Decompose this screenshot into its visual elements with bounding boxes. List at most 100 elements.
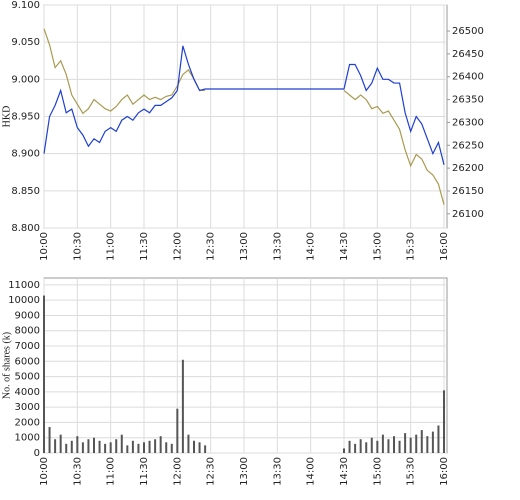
bar	[87, 439, 90, 453]
plot-area	[43, 277, 448, 454]
bar	[181, 359, 184, 453]
x-tick-label: 11:00	[106, 232, 117, 261]
bar	[426, 436, 429, 453]
bar	[393, 436, 395, 453]
bar	[348, 440, 351, 453]
bar	[104, 443, 107, 453]
bar	[193, 440, 195, 453]
bar	[404, 433, 407, 453]
y2-tick-label: 26300	[452, 117, 484, 128]
y2-tick-label: 26250	[452, 140, 484, 151]
y-tick-label: 6000	[15, 356, 40, 367]
bar	[420, 430, 423, 453]
y-axis-title: HKD	[1, 106, 12, 128]
y2-tick-label: 26450	[452, 49, 484, 60]
x-tick-label: 15:30	[406, 232, 417, 261]
bar	[131, 440, 134, 453]
y-tick-label: 0	[34, 448, 40, 459]
x-tick-label: 14:30	[339, 232, 350, 261]
bar	[387, 439, 390, 453]
bar	[70, 440, 73, 453]
y2-tick-label: 26100	[452, 209, 484, 220]
x-tick-label: 10:00	[39, 232, 50, 261]
bar	[65, 443, 68, 453]
bar	[398, 440, 401, 453]
bar	[115, 439, 118, 453]
bar	[198, 442, 201, 453]
bar	[365, 442, 368, 453]
y-tick-label: 9.000	[11, 74, 40, 85]
y-tick-label: 8000	[15, 326, 40, 337]
bar	[409, 437, 412, 453]
bar	[376, 440, 379, 453]
y2-tick-label: 26500	[452, 26, 484, 37]
bar	[98, 440, 101, 453]
y-axis-title: No. of shares (k)	[1, 332, 12, 399]
y-tick-label: 3000	[15, 402, 40, 413]
bar	[48, 427, 51, 453]
bar	[93, 437, 95, 453]
x-tick-label: 13:00	[239, 457, 250, 486]
bar	[120, 434, 123, 453]
y-tick-label: 9000	[15, 310, 40, 321]
y-tick-label: 11000	[8, 280, 40, 291]
y-tick-label: 1000	[15, 433, 40, 444]
bar	[415, 434, 418, 453]
bar	[170, 443, 173, 453]
x-tick-label: 11:30	[139, 232, 150, 261]
bar	[204, 445, 207, 453]
bar	[59, 434, 62, 453]
x-tick-label: 11:30	[139, 457, 150, 486]
y-tick-label: 4000	[15, 387, 40, 398]
y-tick-label: 8.950	[11, 112, 40, 123]
y-tick-label: 7000	[15, 341, 40, 352]
bar	[165, 442, 168, 453]
bar	[143, 442, 145, 453]
y2-tick-label: 26400	[452, 72, 484, 83]
y-tick-label: 5000	[15, 372, 40, 383]
bar	[370, 437, 373, 453]
bar	[43, 295, 45, 453]
x-tick-label: 10:30	[72, 457, 83, 486]
x-tick-label: 15:30	[406, 457, 417, 486]
bar	[154, 439, 157, 453]
x-tick-label: 15:00	[372, 232, 383, 261]
y-tick-label: 2000	[15, 417, 40, 428]
bar	[148, 440, 151, 453]
x-tick-label: 13:30	[272, 232, 283, 261]
x-tick-label: 14:30	[339, 457, 350, 486]
bar	[126, 445, 129, 453]
y-tick-label: 8.850	[11, 186, 40, 197]
y2-tick-label: 26200	[452, 163, 484, 174]
bar	[359, 439, 362, 453]
bar	[354, 443, 357, 453]
y-tick-label: 10000	[8, 295, 40, 306]
y2-tick-label: 26150	[452, 186, 484, 197]
bar	[159, 436, 162, 453]
y-tick-label: 9.100	[11, 0, 40, 11]
bar	[76, 436, 79, 453]
x-tick-label: 11:00	[106, 457, 117, 486]
y-tick-label: 8.800	[11, 223, 40, 234]
bar	[176, 408, 179, 453]
x-tick-label: 10:00	[39, 457, 50, 486]
x-tick-label: 12:00	[172, 232, 183, 261]
y2-tick-label: 26350	[452, 95, 484, 106]
x-tick-label: 14:00	[306, 457, 317, 486]
x-tick-label: 15:00	[372, 457, 383, 486]
x-tick-label: 12:30	[206, 457, 217, 486]
bar	[81, 442, 84, 453]
y-tick-label: 8.900	[11, 149, 40, 160]
bar	[343, 448, 345, 453]
series-line	[43, 45, 445, 165]
x-tick-label: 16:00	[439, 232, 450, 261]
x-tick-label: 10:30	[72, 232, 83, 261]
y-tick-label: 9.050	[11, 37, 40, 48]
bar	[443, 390, 445, 453]
bar	[437, 425, 440, 453]
x-tick-label: 16:00	[439, 457, 450, 486]
x-tick-label: 12:30	[206, 232, 217, 261]
bar	[54, 439, 57, 453]
x-tick-label: 13:30	[272, 457, 283, 486]
